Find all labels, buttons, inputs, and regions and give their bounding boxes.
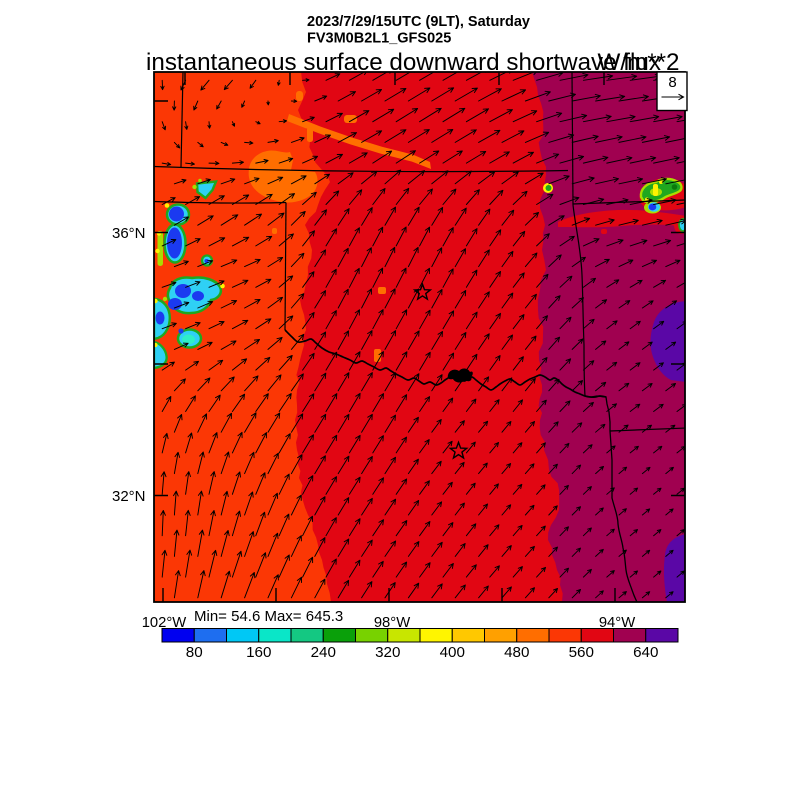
svg-text:80: 80 [186, 644, 203, 661]
svg-text:400: 400 [440, 644, 465, 661]
svg-text:W/m**2: W/m**2 [598, 49, 680, 76]
svg-text:320: 320 [375, 644, 400, 661]
svg-text:98°W: 98°W [374, 615, 410, 631]
svg-text:36°N: 36°N [112, 225, 146, 242]
svg-text:instantaneous surface downward: instantaneous surface downward shortwave… [146, 49, 661, 76]
svg-text:560: 560 [569, 644, 594, 661]
svg-text:94°W: 94°W [599, 615, 635, 631]
svg-text:160: 160 [246, 644, 271, 661]
svg-text:Min= 54.6 Max= 645.3: Min= 54.6 Max= 645.3 [194, 608, 343, 625]
svg-text:240: 240 [311, 644, 336, 661]
svg-text:32°N: 32°N [112, 488, 146, 505]
svg-text:2023/7/29/15UTC (9LT), Saturda: 2023/7/29/15UTC (9LT), Saturday [307, 14, 530, 30]
svg-text:8: 8 [668, 74, 676, 91]
svg-text:102°W: 102°W [142, 615, 187, 631]
svg-text:640: 640 [633, 644, 658, 661]
svg-text:FV3M0B2L1_GFS025: FV3M0B2L1_GFS025 [307, 31, 451, 47]
svg-text:480: 480 [504, 644, 529, 661]
